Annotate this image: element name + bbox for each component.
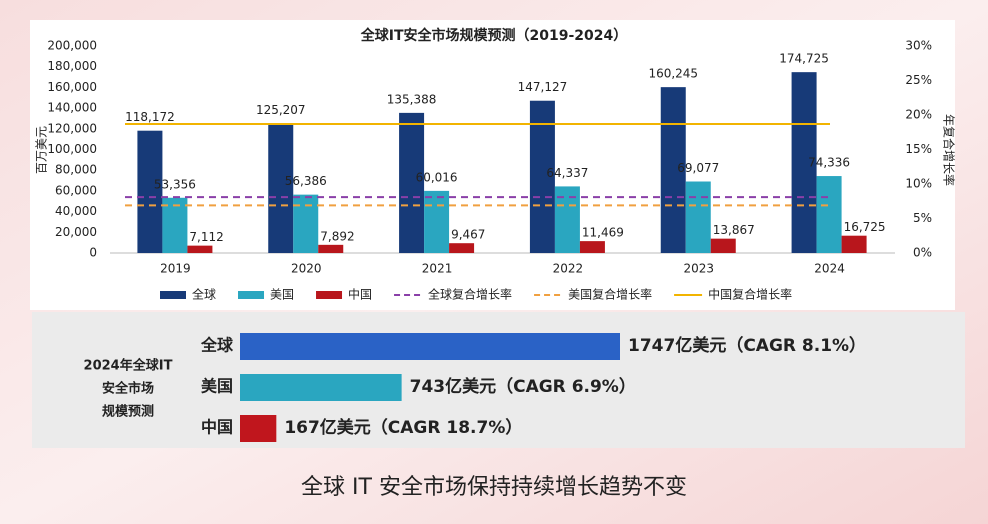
category-label: 全球 [200,336,234,355]
legend-label: 美国复合增长率 [568,287,652,302]
value-label: 125,207 [256,103,306,117]
y-tick-label: 60,000 [55,183,97,197]
panel-title: 规模预测 [102,404,154,420]
y-tick-label: 80,000 [55,163,97,177]
value-label: 1747亿美元（CAGR 8.1%） [628,335,866,356]
value-label: 147,127 [518,80,568,94]
x-tick-label: 2023 [683,262,714,276]
bar [816,176,842,253]
y-tick-label: 0 [89,246,97,260]
bar [449,243,475,253]
y2-tick-label: 25% [905,73,932,87]
value-label: 9,467 [451,228,485,242]
bar [660,87,686,253]
legend-swatch [316,291,343,299]
category-label: 美国 [201,377,233,396]
y2-tick-label: 15% [905,142,932,156]
y-axis-label: 百万美元 [35,126,49,174]
category-label: 中国 [201,418,233,437]
bar [240,333,620,360]
legend-label: 全球 [192,287,216,302]
y2-tick-label: 0% [913,246,932,260]
bar [162,197,188,253]
value-label: 60,016 [416,170,458,184]
y-tick-label: 120,000 [47,121,97,135]
value-label: 167亿美元（CAGR 18.7%） [284,417,522,438]
y2-tick-label: 30% [905,39,932,53]
bar [791,72,817,253]
x-tick-label: 2019 [160,262,191,276]
value-label: 53,356 [154,177,196,191]
y-tick-label: 140,000 [47,101,97,115]
y-tick-label: 40,000 [55,204,97,218]
value-label: 174,725 [779,52,829,66]
bar [685,181,711,253]
value-label: 7,892 [320,229,354,243]
bar [841,235,867,253]
x-tick-label: 2021 [422,262,453,276]
value-label: 135,388 [387,92,437,106]
value-label: 69,077 [677,161,719,175]
x-tick-label: 2022 [553,262,584,276]
y-tick-label: 200,000 [47,39,97,53]
legend-label: 中国复合增长率 [708,287,792,302]
bar [187,245,213,253]
y2-tick-label: 5% [913,211,932,225]
x-tick-label: 2024 [814,262,845,276]
y-tick-label: 100,000 [47,142,97,156]
y2-axis-label: 年复合增长率 [942,114,957,186]
panel-title: 2024年全球IT [84,358,173,374]
value-label: 16,725 [844,220,886,234]
bar [318,244,344,253]
legend-label: 中国 [348,287,372,302]
bar [424,190,450,253]
value-label: 743亿美元（CAGR 6.9%） [410,376,636,397]
value-label: 11,469 [582,226,624,240]
value-label: 56,386 [285,174,327,188]
bar [399,112,425,254]
caption: 全球 IT 安全市场保持持续增长趋势不变 [301,475,687,500]
value-label: 64,337 [546,166,588,180]
panel-title: 安全市场 [102,381,154,397]
legend-swatch [238,291,265,299]
y-tick-label: 180,000 [47,59,97,73]
bar [293,194,319,253]
x-tick-label: 2020 [291,262,322,276]
bar [240,415,277,442]
bar [268,123,294,253]
legend-label: 全球复合增长率 [428,287,512,302]
bar [240,374,402,401]
chart-title: 全球IT安全市场规模预测（2019-2024） [360,27,628,44]
legend-label: 美国 [270,288,294,302]
y2-tick-label: 10% [905,177,932,191]
value-label: 7,112 [189,230,223,244]
value-label: 74,336 [808,156,850,170]
bar [529,100,555,253]
bar [579,241,605,253]
value-label: 13,867 [713,223,755,237]
legend-swatch [160,291,186,299]
bar [137,130,163,253]
y-tick-label: 160,000 [47,80,97,94]
y2-tick-label: 20% [905,108,932,122]
y-tick-label: 20,000 [55,225,97,239]
bar [710,238,736,253]
value-label: 160,245 [648,67,698,81]
value-label: 118,172 [125,110,175,124]
